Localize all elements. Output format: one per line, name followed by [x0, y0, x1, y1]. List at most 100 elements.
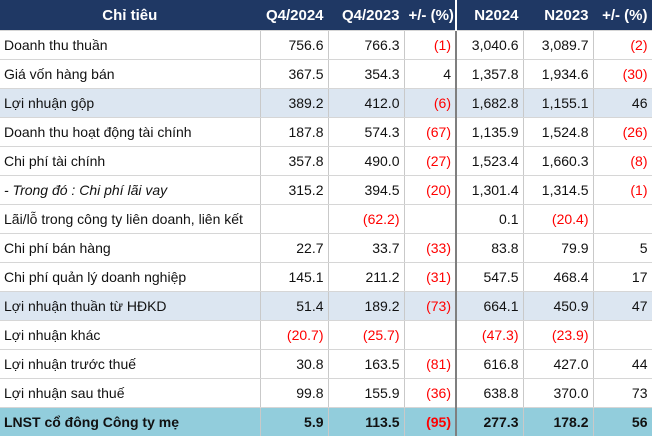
cell-q4-2024: (20.7) — [260, 320, 329, 350]
cell-quarter-change: (20) — [404, 175, 457, 205]
table-body: Doanh thu thuần 756.6 766.3 (1) 3,040.6 3,089… — [0, 30, 652, 436]
cell-n2023: 450.9 — [523, 291, 594, 321]
cell-n2024: 83.8 — [456, 233, 524, 263]
cell-n2024: 616.8 — [456, 349, 524, 379]
cell-quarter-change: (1) — [404, 30, 457, 60]
row-label: Lãi/lỗ trong công ty liên doanh, liên kế… — [0, 204, 261, 234]
cell-q4-2024: 756.6 — [260, 30, 329, 60]
cell-quarter-change: (33) — [404, 233, 457, 263]
cell-n2024: 277.3 — [456, 407, 524, 436]
cell-q4-2024: 51.4 — [260, 291, 329, 321]
cell-n2024: 0.1 — [456, 204, 524, 234]
cell-n2024: 1,523.4 — [456, 146, 524, 176]
cell-q4-2023: 189.2 — [328, 291, 405, 321]
header-q4-2023: Q4/2023 — [328, 0, 405, 31]
row-label: Lợi nhuận trước thuế — [0, 349, 261, 379]
table-row: Lợi nhuận khác (20.7) (25.7) (47.3) (23.9) — [0, 320, 652, 350]
cell-year-change: 5 — [593, 233, 652, 263]
cell-year-change: 44 — [593, 349, 652, 379]
row-label: Doanh thu thuần — [0, 30, 261, 60]
cell-year-change — [593, 204, 652, 234]
cell-year-change: (30) — [593, 59, 652, 89]
cell-q4-2024: 99.8 — [260, 378, 329, 408]
cell-q4-2023: 574.3 — [328, 117, 405, 147]
cell-q4-2023: 163.5 — [328, 349, 405, 379]
cell-year-change: (26) — [593, 117, 652, 147]
cell-n2024: 3,040.6 — [456, 30, 524, 60]
table-row: Lợi nhuận thuần từ HĐKD 51.4 189.2 (73) 664.… — [0, 291, 652, 321]
cell-year-change: 46 — [593, 88, 652, 118]
cell-year-change: (8) — [593, 146, 652, 176]
cell-q4-2024: 187.8 — [260, 117, 329, 147]
row-label: Lợi nhuận gộp — [0, 88, 261, 118]
cell-q4-2023: 354.3 — [328, 59, 405, 89]
cell-n2023: 3,089.7 — [523, 30, 594, 60]
cell-n2023: 468.4 — [523, 262, 594, 292]
cell-q4-2023: (25.7) — [328, 320, 405, 350]
cell-q4-2024: 22.7 — [260, 233, 329, 263]
row-label: Lợi nhuận khác — [0, 320, 261, 350]
cell-q4-2023: 33.7 — [328, 233, 405, 263]
cell-n2024: 1,135.9 — [456, 117, 524, 147]
cell-q4-2024: 145.1 — [260, 262, 329, 292]
cell-year-change: 17 — [593, 262, 652, 292]
cell-n2023: 427.0 — [523, 349, 594, 379]
cell-year-change: 73 — [593, 378, 652, 408]
cell-quarter-change: (31) — [404, 262, 457, 292]
cell-quarter-change: (73) — [404, 291, 457, 321]
cell-n2024: 1,301.4 — [456, 175, 524, 205]
header-label: Chỉ tiêu — [0, 0, 261, 31]
cell-q4-2023: 766.3 — [328, 30, 405, 60]
cell-n2024: 664.1 — [456, 291, 524, 321]
cell-q4-2023: (62.2) — [328, 204, 405, 234]
cell-n2024: 1,357.8 — [456, 59, 524, 89]
cell-n2023: 79.9 — [523, 233, 594, 263]
cell-year-change — [593, 320, 652, 350]
cell-q4-2024: 367.5 — [260, 59, 329, 89]
cell-q4-2024 — [260, 204, 329, 234]
table-row: LNST cổ đông Công ty mẹ 5.9 113.5 (95) 277.3… — [0, 407, 652, 436]
cell-n2023: 370.0 — [523, 378, 594, 408]
cell-year-change: 56 — [593, 407, 652, 436]
cell-quarter-change: (27) — [404, 146, 457, 176]
row-label: Chi phí bán hàng — [0, 233, 261, 263]
cell-n2024: 1,682.8 — [456, 88, 524, 118]
cell-n2023: 1,934.6 — [523, 59, 594, 89]
table-row: Lợi nhuận sau thuế 99.8 155.9 (36) 638.8 370.… — [0, 378, 652, 408]
table-row: Chi phí quản lý doanh nghiệp 145.1 211.2 (3… — [0, 262, 652, 292]
cell-n2024: (47.3) — [456, 320, 524, 350]
row-label: Lợi nhuận thuần từ HĐKD — [0, 291, 261, 321]
cell-n2023: 1,314.5 — [523, 175, 594, 205]
table-row: Giá vốn hàng bán 367.5 354.3 4 1,357.8 1,934.… — [0, 59, 652, 89]
row-label: LNST cổ đông Công ty mẹ — [0, 407, 261, 436]
cell-q4-2024: 357.8 — [260, 146, 329, 176]
cell-q4-2023: 490.0 — [328, 146, 405, 176]
cell-year-change: (1) — [593, 175, 652, 205]
table-row: Lợi nhuận gộp 389.2 412.0 (6) 1,682.8 1,155.1… — [0, 88, 652, 118]
cell-n2023: 1,660.3 — [523, 146, 594, 176]
table-row: Doanh thu thuần 756.6 766.3 (1) 3,040.6 3,089… — [0, 30, 652, 60]
cell-n2023: 1,524.8 — [523, 117, 594, 147]
table-row: Lợi nhuận trước thuế 30.8 163.5 (81) 616.8 42… — [0, 349, 652, 379]
cell-n2024: 638.8 — [456, 378, 524, 408]
table-row: Chi phí bán hàng 22.7 33.7 (33) 83.8 79.9 5 — [0, 233, 652, 263]
row-label: Lợi nhuận sau thuế — [0, 378, 261, 408]
cell-q4-2024: 5.9 — [260, 407, 329, 436]
table-row: Chi phí tài chính 357.8 490.0 (27) 1,523.4 1,… — [0, 146, 652, 176]
row-label: - Trong đó : Chi phí lãi vay — [0, 175, 261, 205]
cell-quarter-change — [404, 320, 457, 350]
header-quarter-change: +/- (%) — [404, 0, 457, 31]
table-row: Lãi/lỗ trong công ty liên doanh, liên kế… — [0, 204, 652, 234]
cell-q4-2023: 155.9 — [328, 378, 405, 408]
cell-quarter-change — [404, 204, 457, 234]
header-year-change: +/- (%) — [593, 0, 652, 31]
cell-n2023: (23.9) — [523, 320, 594, 350]
cell-n2023: (20.4) — [523, 204, 594, 234]
row-label: Giá vốn hàng bán — [0, 59, 261, 89]
cell-q4-2024: 315.2 — [260, 175, 329, 205]
table-row: - Trong đó : Chi phí lãi vay 315.2 394.5 (2… — [0, 175, 652, 205]
row-label: Chi phí tài chính — [0, 146, 261, 176]
cell-n2024: 547.5 — [456, 262, 524, 292]
cell-year-change: (2) — [593, 30, 652, 60]
